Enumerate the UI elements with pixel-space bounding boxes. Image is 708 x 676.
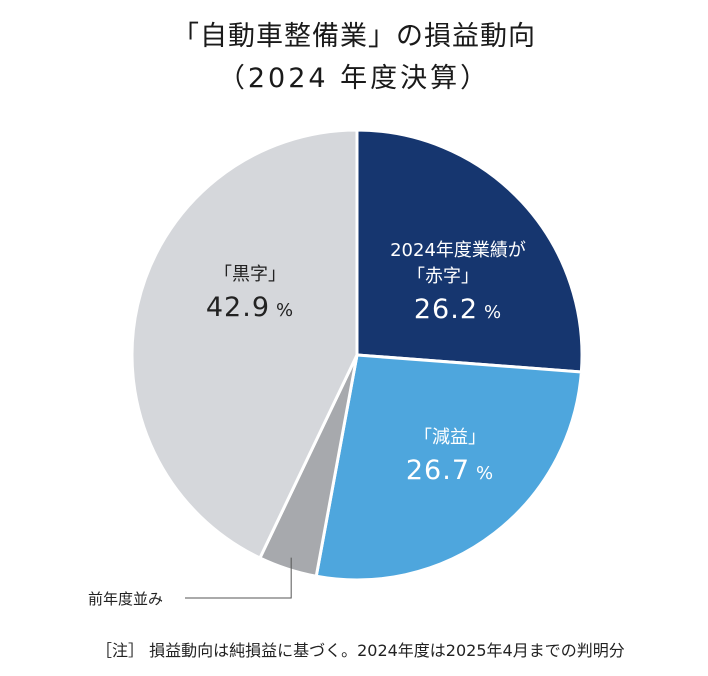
slice-profit <box>130 128 359 560</box>
slice-label-decrease: 「減益」 26.7% <box>406 423 494 486</box>
slice-value: 42.9% <box>205 292 295 323</box>
chart-title: 「自動車整備業」の損益動向 <box>172 21 536 52</box>
slice-value: 26.2% <box>413 294 503 325</box>
slice-deficit <box>355 128 584 374</box>
slice-category: 「減益」 <box>413 427 486 448</box>
slice-value: 26.7% <box>405 455 495 486</box>
slice-decrease <box>314 353 583 582</box>
chart-subtitle: （2024 年度決算） <box>217 63 491 94</box>
slice-category: 「黒字」 <box>213 264 286 285</box>
slice-label-flat: 前年度並み <box>88 590 164 608</box>
footnote: ［注］ 損益動向は純損益に基づく。2024年度は2025年4月までの判明分 <box>96 641 625 660</box>
slice-category: 「赤字」 <box>407 266 479 287</box>
slice-label-profit: 「黒字」 42.9% <box>206 260 294 323</box>
slice-category: 2024年度業績が <box>390 240 526 261</box>
leader-line <box>185 557 292 599</box>
slice-label-deficit: 2024年度業績が 「赤字」 26.2% <box>390 236 526 325</box>
